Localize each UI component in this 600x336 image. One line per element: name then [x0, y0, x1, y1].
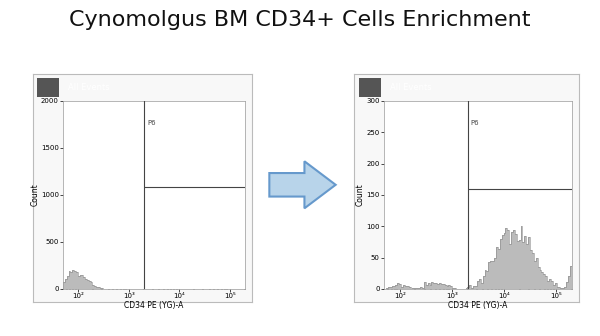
Bar: [37, 78, 59, 97]
Text: Cynomolgus BM CD34+ Cells Enrichment: Cynomolgus BM CD34+ Cells Enrichment: [69, 10, 531, 30]
Text: All Events: All Events: [390, 83, 431, 92]
Text: P6: P6: [470, 120, 479, 126]
X-axis label: CD34 PE (YG)-A: CD34 PE (YG)-A: [448, 301, 508, 310]
Text: P6: P6: [147, 120, 155, 126]
X-axis label: CD34 PE (YG)-A: CD34 PE (YG)-A: [124, 301, 184, 310]
Bar: [359, 78, 381, 97]
Text: All Events: All Events: [68, 83, 110, 92]
Y-axis label: Count: Count: [356, 183, 365, 206]
FancyArrow shape: [269, 161, 335, 208]
Y-axis label: Count: Count: [31, 183, 40, 206]
